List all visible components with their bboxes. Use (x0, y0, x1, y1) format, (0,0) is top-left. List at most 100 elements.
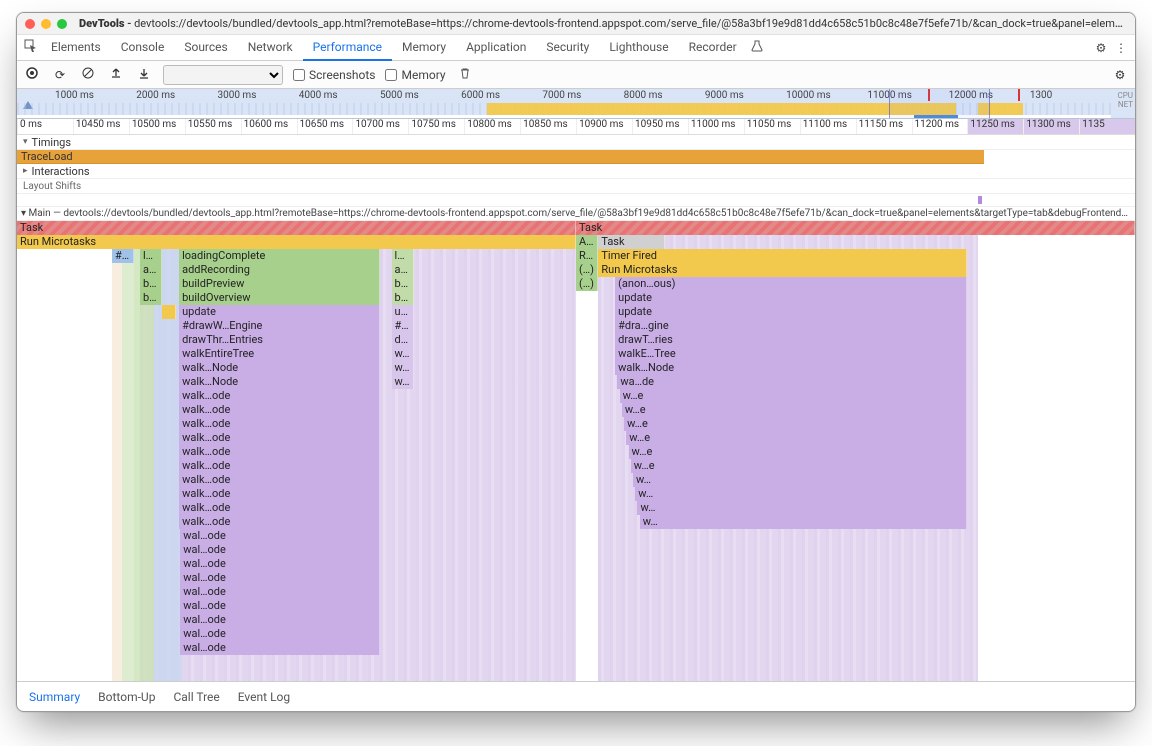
flame-frame[interactable]: buildPreview (179, 277, 380, 291)
panel-tab-sources[interactable]: Sources (174, 36, 237, 61)
overview-viewport[interactable] (889, 89, 990, 118)
record-icon[interactable] (23, 67, 41, 82)
flame-frame[interactable]: walk…ode (179, 501, 380, 515)
details-tab-call-tree[interactable]: Call Tree (173, 690, 219, 704)
flame-frame[interactable]: b… (392, 291, 414, 305)
flame-frame[interactable]: w…e (622, 403, 967, 417)
flame-frame[interactable]: wal…ode (180, 557, 380, 571)
flame-frame[interactable]: b… (392, 277, 414, 291)
flame-frame[interactable]: #dra…gine (615, 319, 967, 333)
flame-frame[interactable]: walk…ode (179, 515, 380, 529)
flame-frame[interactable]: walk…ode (179, 417, 380, 431)
panel-tab-network[interactable]: Network (238, 36, 303, 61)
flame-frame[interactable]: b… (140, 277, 162, 291)
close-window-icon[interactable] (25, 19, 35, 29)
flame-frame[interactable]: w… (392, 375, 414, 389)
zoom-window-icon[interactable] (57, 19, 67, 29)
flame-frame[interactable]: wal…ode (180, 613, 380, 627)
panel-tab-memory[interactable]: Memory (392, 36, 456, 61)
flame-frame[interactable]: wal…ode (180, 543, 380, 557)
flame-frame[interactable]: wal…ode (180, 627, 380, 641)
flame-frame[interactable]: #… (392, 319, 414, 333)
flame-frame[interactable]: addRecording (179, 263, 380, 277)
flame-frame[interactable]: walk…ode (179, 389, 380, 403)
details-tab-summary[interactable]: Summary (29, 690, 80, 704)
flame-frame[interactable]: walk…ode (179, 445, 380, 459)
flame-frame[interactable]: wal…ode (180, 529, 380, 543)
minimize-window-icon[interactable] (41, 19, 51, 29)
flame-frame[interactable]: wa…de (617, 375, 967, 389)
trash-icon[interactable] (456, 67, 474, 82)
flame-frame[interactable]: A… (576, 235, 598, 249)
flame-frame[interactable]: walk…ode (179, 431, 380, 445)
flame-frame[interactable]: w…e (631, 459, 968, 473)
flame-frame[interactable]: l… (140, 249, 162, 263)
flame-frame[interactable]: walk…Node (179, 361, 380, 375)
flame-frame[interactable]: Run Microtasks (598, 263, 967, 277)
capture-settings-gear-icon[interactable]: ⚙ (1111, 68, 1129, 82)
flame-frame[interactable]: w…e (626, 431, 967, 445)
flame-frame[interactable]: loadingComplete (179, 249, 380, 263)
flame-frame[interactable]: a… (392, 263, 414, 277)
flame-frame[interactable] (162, 305, 175, 319)
flame-frame[interactable]: w…e (624, 417, 967, 431)
flame-frame[interactable]: walk…ode (179, 487, 380, 501)
flame-frame[interactable]: w… (392, 361, 414, 375)
flame-frame[interactable]: update (179, 305, 380, 319)
flame-frame[interactable]: w… (635, 487, 967, 501)
flame-frame[interactable]: Task (17, 221, 576, 235)
timeline-ruler[interactable]: 0 ms10450 ms10500 ms10550 ms10600 ms1065… (17, 119, 1135, 135)
flame-frame[interactable]: w…e (629, 445, 968, 459)
flame-frame[interactable]: l…e (392, 249, 414, 263)
flame-frame[interactable]: w… (637, 501, 967, 515)
flame-frame[interactable]: walkEntireTree (179, 347, 380, 361)
flame-frame[interactable]: Run Microtasks (17, 235, 576, 249)
flame-frame[interactable]: walkE…Tree (615, 347, 967, 361)
memory-checkbox[interactable]: Memory (385, 68, 445, 82)
flame-frame[interactable]: update (615, 305, 967, 319)
panel-tab-lighthouse[interactable]: Lighthouse (599, 36, 678, 61)
profile-select[interactable]: devtools #1 (163, 65, 283, 85)
clear-icon[interactable] (79, 67, 97, 82)
panel-tab-recorder[interactable]: Recorder (679, 36, 747, 61)
flame-frame[interactable]: drawT…ries (615, 333, 967, 347)
flame-frame[interactable]: Timer Fired (598, 249, 967, 263)
flame-frame[interactable]: walk…ode (179, 403, 380, 417)
panel-tab-console[interactable]: Console (111, 36, 175, 61)
flame-frame[interactable]: wal…ode (180, 599, 380, 613)
flame-frame[interactable]: u… (392, 305, 414, 319)
flame-frame[interactable]: buildOverview (179, 291, 380, 305)
upload-icon[interactable] (107, 67, 125, 82)
layout-shifts-header[interactable]: Layout Shifts (17, 179, 1135, 194)
screenshots-checkbox[interactable]: Screenshots (293, 68, 375, 82)
panel-tab-security[interactable]: Security (536, 36, 599, 61)
flame-frame[interactable]: w… (392, 347, 414, 361)
details-tab-event-log[interactable]: Event Log (238, 690, 290, 704)
flame-frame[interactable]: (…) (576, 263, 598, 277)
flame-frame[interactable]: d… (392, 333, 414, 347)
panel-tab-elements[interactable]: Elements (41, 36, 111, 61)
interactions-track-header[interactable]: Interactions (17, 164, 1135, 179)
timings-track-header[interactable]: Timings (17, 135, 1135, 150)
flame-frame[interactable]: #drawW…Engine (179, 319, 380, 333)
flame-frame[interactable]: drawThr…Entries (179, 333, 380, 347)
overview-minimap[interactable]: 1000 ms2000 ms3000 ms4000 ms5000 ms6000 … (17, 89, 1135, 119)
download-icon[interactable] (135, 67, 153, 82)
panel-tab-performance[interactable]: Performance (303, 36, 392, 61)
flame-frame[interactable]: walk…ode (179, 459, 380, 473)
flame-frame[interactable]: walk…Node (615, 361, 967, 375)
flame-frame[interactable]: (anon…ous) (615, 277, 967, 291)
panel-tab-application[interactable]: Application (456, 36, 536, 61)
settings-gear-icon[interactable]: ⚙ (1091, 41, 1111, 55)
flame-frame[interactable]: (…) (576, 277, 598, 291)
main-thread-header[interactable]: ▾ Main — devtools://devtools/bundled/dev… (17, 207, 1135, 221)
flame-frame[interactable]: wal…ode (180, 641, 380, 655)
flame-frame[interactable]: R… (576, 249, 598, 263)
flame-frame[interactable]: b… (140, 291, 162, 305)
flame-frame[interactable]: #r…s (112, 249, 134, 263)
reload-icon[interactable]: ⟳ (51, 68, 69, 82)
traceload-bar[interactable]: TraceLoad (17, 150, 984, 164)
flame-frame[interactable]: w… (633, 473, 967, 487)
flame-frame[interactable]: wal…ode (180, 585, 380, 599)
more-menu-icon[interactable]: ⋮ (1111, 41, 1131, 55)
